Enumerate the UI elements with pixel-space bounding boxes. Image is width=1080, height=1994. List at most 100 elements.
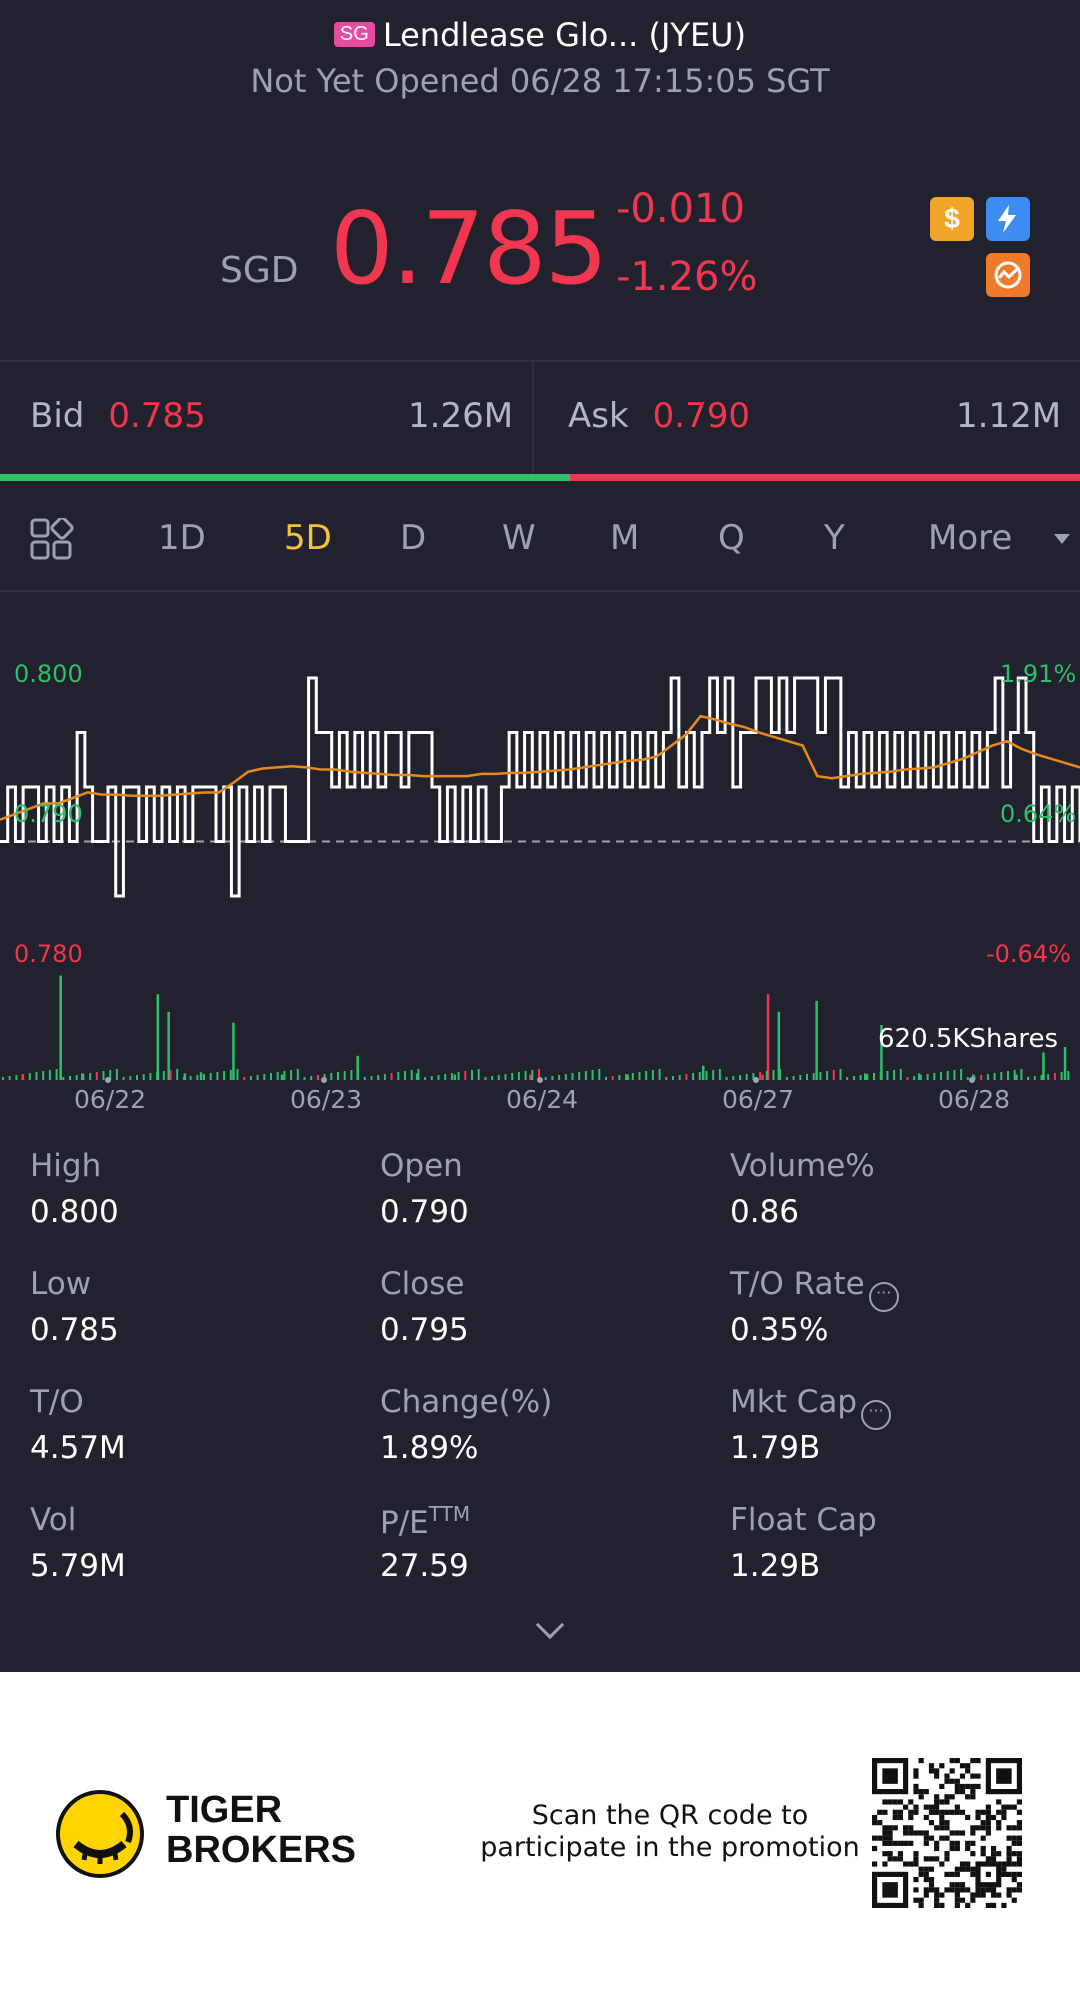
qr-module (913, 1789, 919, 1795)
qr-module (985, 1830, 991, 1836)
qr-module (892, 1814, 898, 1821)
volume-bar (35, 1072, 38, 1080)
qr-module (908, 1825, 914, 1831)
tab-quarterly[interactable]: Q (718, 518, 745, 558)
volume-bar (745, 1074, 748, 1080)
volume-bar (906, 1077, 909, 1080)
qr-module (1006, 1851, 1012, 1857)
qr-module (1011, 1897, 1017, 1903)
tab-5d[interactable]: 5D (284, 518, 332, 558)
volume-bar (1063, 1047, 1067, 1080)
volume-bar (761, 1074, 764, 1080)
qr-module (882, 1835, 888, 1841)
volume-bar (363, 1077, 366, 1080)
qr-module (877, 1835, 883, 1841)
volume-bar (283, 1071, 286, 1080)
qr-module (1011, 1887, 1017, 1893)
qr-module (934, 1809, 940, 1815)
volume-bar (350, 1070, 353, 1080)
qr-module (990, 1845, 997, 1852)
qr-module (970, 1840, 976, 1846)
qr-module (954, 1866, 960, 1872)
qr-module (944, 1778, 950, 1784)
promo-footer (0, 1672, 1080, 1994)
qr-module (959, 1809, 966, 1815)
volume-bar (357, 1069, 360, 1080)
stat-label-low: Low (30, 1266, 92, 1302)
qr-module (928, 1820, 935, 1826)
qr-module (1011, 1861, 1017, 1867)
tab-more[interactable]: More (928, 518, 1013, 558)
qr-module (913, 1830, 919, 1836)
qr-module (970, 1773, 976, 1779)
qr-module (877, 1809, 883, 1815)
volume-bar (785, 1077, 788, 1080)
chevron-down-icon[interactable] (1054, 534, 1070, 544)
tab-yearly[interactable]: Y (824, 518, 845, 558)
volume-bar (296, 1069, 299, 1080)
qr-module (1011, 1871, 1017, 1877)
indicator-grid-icon[interactable] (30, 518, 74, 562)
qr-module (882, 1830, 888, 1836)
dollar-icon[interactable]: $ (930, 197, 974, 241)
qr-module (954, 1809, 960, 1815)
qr-module (872, 1814, 878, 1821)
qr-module (985, 1820, 991, 1826)
stat-value-close: 0.795 (380, 1312, 469, 1348)
stock-title-row[interactable]: SG Lendlease Glo... (JYEU) (0, 16, 1080, 54)
volume-bar (232, 1022, 235, 1080)
volume-bar (504, 1074, 507, 1080)
bid-price: 0.785 (108, 396, 206, 436)
volume-bar (216, 1072, 219, 1080)
stat-label-open: Open (380, 1148, 463, 1184)
qr-module (959, 1830, 966, 1836)
volume-bar (109, 1070, 112, 1080)
tab-1d[interactable]: 1D (158, 518, 206, 558)
qr-module (970, 1897, 976, 1903)
qr-module (928, 1882, 935, 1888)
expand-chevron-icon[interactable] (535, 1610, 565, 1640)
tab-daily[interactable]: D (400, 518, 427, 558)
volume-bar (270, 1073, 272, 1080)
qr-module (918, 1794, 924, 1800)
qr-module (1006, 1835, 1012, 1841)
options-chain-icon[interactable] (986, 253, 1030, 297)
tab-monthly[interactable]: M (610, 518, 640, 558)
volume-bar (705, 1071, 708, 1080)
qr-module (944, 1887, 950, 1893)
volume-bar (1027, 1077, 1030, 1080)
volume-bar (678, 1075, 681, 1080)
qr-module (1016, 1861, 1022, 1867)
qr-module (872, 1835, 878, 1841)
volume-bar (129, 1076, 132, 1080)
qr-module (954, 1882, 960, 1888)
lightning-level1-icon[interactable] (986, 197, 1030, 241)
price-change-percent: -1.26% (616, 254, 758, 300)
price-line (0, 676, 1080, 898)
qr-code[interactable] (872, 1758, 1022, 1908)
qr-module (913, 1851, 919, 1857)
qr-module (887, 1856, 893, 1862)
qr-module (923, 1866, 929, 1872)
qr-module (965, 1902, 971, 1908)
qr-module (908, 1840, 914, 1846)
qr-module (949, 1778, 955, 1784)
last-price: 0.785 (330, 190, 608, 307)
qr-module (944, 1809, 950, 1815)
volume-bar (645, 1071, 648, 1080)
volume-bar (183, 1073, 187, 1080)
volume-bar (665, 1077, 668, 1080)
volume-bar (330, 1073, 333, 1080)
volume-bar (864, 1073, 867, 1080)
more-info-icon[interactable]: ··· (868, 1282, 899, 1312)
volume-bar (497, 1075, 500, 1080)
qr-module (1016, 1809, 1022, 1815)
tab-weekly[interactable]: W (502, 518, 536, 558)
qr-module (897, 1840, 904, 1846)
qr-module (897, 1799, 904, 1805)
more-info-icon[interactable]: ··· (861, 1400, 892, 1430)
price-chart[interactable] (0, 592, 1080, 1092)
qr-module (882, 1851, 888, 1857)
qr-module (913, 1856, 919, 1862)
stat-label-market-cap: Mkt Cap ··· (730, 1384, 892, 1430)
